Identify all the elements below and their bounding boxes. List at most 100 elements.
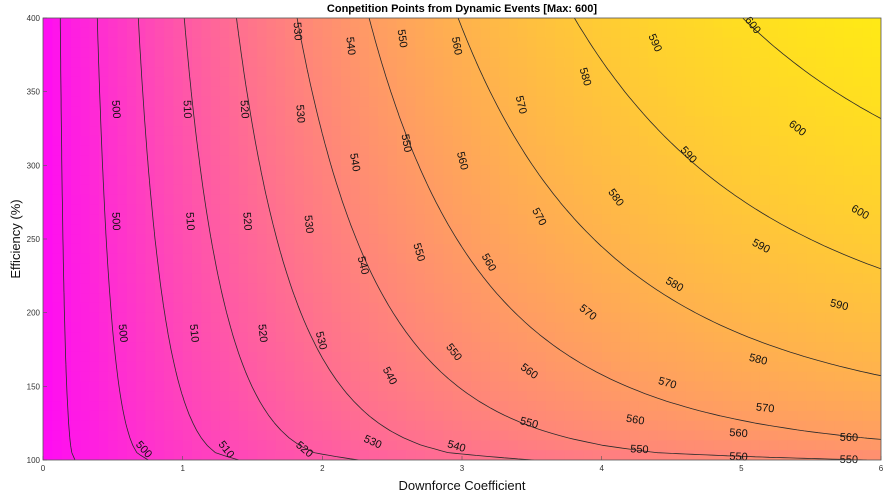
heatmap-cell [191, 27, 202, 39]
heatmap-cell [164, 165, 174, 176]
heatmap-cell [732, 351, 742, 363]
heatmap-cell [238, 371, 249, 383]
heatmap-cell [229, 430, 240, 441]
heatmap-cell [201, 76, 212, 88]
heatmap-cell [480, 106, 491, 117]
heatmap-cell [471, 175, 482, 186]
heatmap-cell [629, 224, 640, 235]
heatmap-cell [843, 214, 854, 225]
heatmap-cell [471, 106, 482, 117]
heatmap-cell [70, 351, 81, 363]
heatmap-cell [406, 224, 417, 235]
heatmap-cell [685, 243, 696, 255]
heatmap-cell [480, 312, 491, 324]
heatmap-cell [648, 86, 659, 98]
heatmap-cell [387, 401, 398, 412]
heatmap-cell [387, 27, 398, 39]
heatmap-cell [322, 371, 333, 383]
heatmap-cell [89, 116, 100, 127]
heatmap-cell [247, 312, 258, 324]
heatmap-cell [527, 381, 538, 392]
heatmap-cell [313, 106, 323, 117]
heatmap-cell [210, 391, 221, 402]
heatmap-cell [750, 312, 761, 324]
heatmap-cell [573, 302, 584, 314]
heatmap-cell [136, 27, 147, 39]
heatmap-cell [154, 312, 165, 324]
heatmap-cell [508, 204, 519, 216]
heatmap-cell [778, 283, 789, 294]
heatmap-cell [126, 283, 137, 294]
heatmap-cell [517, 410, 528, 422]
heatmap-cell [573, 57, 584, 68]
heatmap-cell [126, 253, 137, 265]
heatmap-cell [750, 273, 761, 284]
heatmap-cell [806, 184, 817, 196]
heatmap-cell [564, 175, 575, 186]
heatmap-cell [592, 116, 603, 127]
heatmap-cell [862, 126, 873, 137]
heatmap-cell [601, 165, 612, 176]
heatmap-cell [434, 18, 444, 29]
heatmap-cell [406, 420, 417, 432]
heatmap-cell [136, 361, 147, 373]
heatmap-cell [182, 175, 193, 186]
heatmap-cell [350, 96, 361, 107]
heatmap-cell [452, 440, 463, 451]
heatmap-cell [536, 243, 547, 255]
heatmap-cell [182, 332, 193, 343]
heatmap-cell [666, 76, 677, 88]
heatmap-cell [648, 243, 659, 255]
heatmap-cell [136, 184, 147, 196]
heatmap-cell [266, 214, 277, 225]
heatmap-cell [359, 67, 370, 78]
heatmap-cell [741, 194, 752, 206]
heatmap-cell [871, 47, 881, 58]
heatmap-cell [555, 332, 566, 343]
heatmap-cell [825, 27, 836, 39]
heatmap-cell [210, 332, 221, 343]
heatmap-cell [219, 27, 230, 39]
heatmap-cell [117, 410, 128, 422]
heatmap-cell [517, 263, 528, 274]
heatmap-cell [676, 273, 687, 284]
heatmap-cell [52, 243, 63, 255]
heatmap-cell [443, 194, 454, 206]
heatmap-cell [108, 37, 119, 49]
heatmap-cell [871, 381, 881, 392]
heatmap-cell [340, 401, 351, 412]
contour-label-text: 550 [519, 415, 540, 431]
heatmap-cell [117, 214, 128, 225]
heatmap-cell [657, 145, 668, 157]
heatmap-cell [126, 47, 137, 58]
heatmap-cell [759, 126, 770, 137]
heatmap-cell [247, 155, 258, 166]
heatmap-cell [601, 253, 612, 265]
heatmap-cell [201, 253, 212, 265]
heatmap-cell [229, 420, 240, 432]
heatmap-cell [657, 155, 668, 166]
heatmap-cell [424, 283, 435, 294]
heatmap-cell [527, 194, 538, 206]
heatmap-cell [424, 420, 435, 432]
heatmap-cell [303, 420, 314, 432]
heatmap-cell [415, 175, 426, 186]
heatmap-cell [555, 27, 566, 39]
heatmap-cell [536, 155, 547, 166]
heatmap-cell [61, 67, 72, 78]
heatmap-cell [173, 165, 184, 176]
heatmap-cell [201, 47, 212, 58]
heatmap-cell [229, 47, 240, 58]
heatmap-cell [424, 37, 435, 49]
heatmap-cell [173, 332, 184, 343]
heatmap-cell [98, 361, 109, 373]
heatmap-cell [247, 106, 258, 117]
heatmap-cell [564, 145, 575, 157]
heatmap-cell [173, 135, 184, 147]
heatmap-cell [350, 351, 361, 363]
heatmap-cell [462, 401, 472, 412]
heatmap-cell [331, 322, 342, 333]
heatmap-cell [98, 106, 109, 117]
heatmap-cell [648, 76, 659, 88]
heatmap-cell [871, 283, 881, 294]
